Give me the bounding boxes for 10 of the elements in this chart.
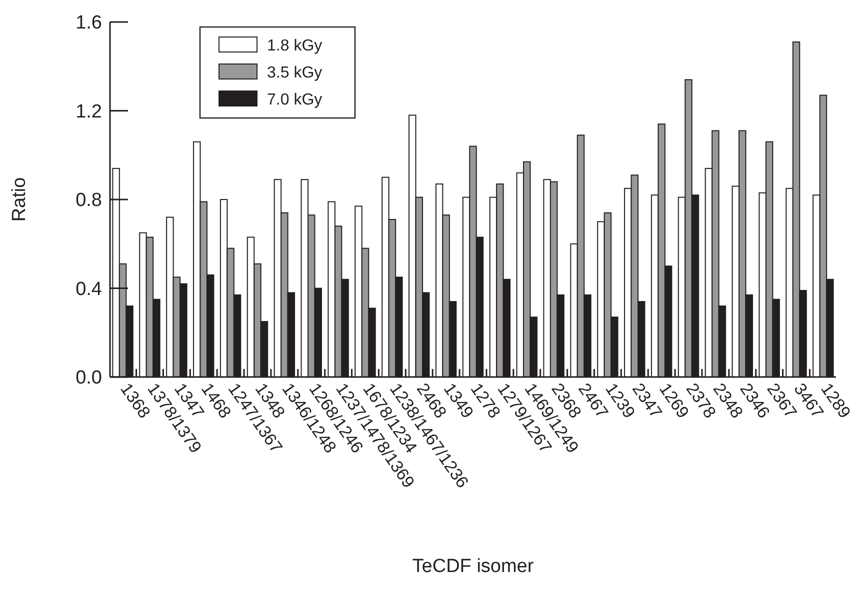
legend-label: 1.8 kGy (267, 38, 322, 55)
y-tick-label: 1.6 (76, 12, 102, 34)
y-tick-label: 0.8 (76, 190, 102, 212)
legend-label: 3.5 kGy (267, 64, 322, 82)
y-axis-title: Ratio (9, 177, 30, 222)
y-tick-label: 0.4 (76, 278, 102, 300)
y-tick-label: 0.0 (76, 368, 102, 389)
legend-label: 7.0 kGy (267, 92, 322, 109)
x-axis-title: TeCDF isomer (412, 556, 534, 577)
y-tick-label: 1.2 (76, 101, 102, 122)
